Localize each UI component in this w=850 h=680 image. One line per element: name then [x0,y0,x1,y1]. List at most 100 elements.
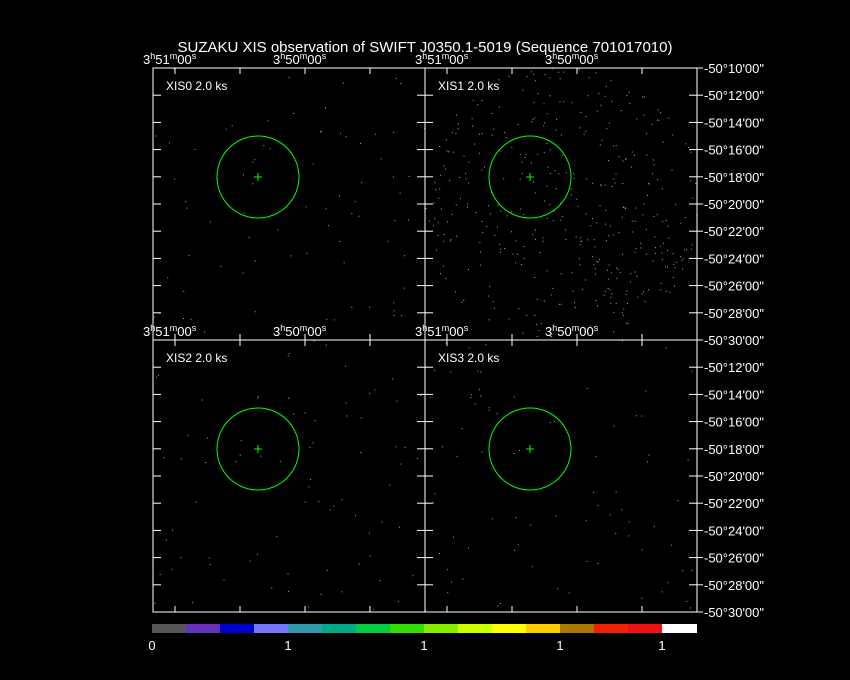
dec-label: -50°14'00" [704,115,764,130]
noise-dot [519,178,521,180]
noise-dot [604,184,606,186]
noise-dot [461,428,463,430]
noise-dot [434,369,436,371]
noise-dot [543,122,545,124]
noise-dot [570,188,572,190]
noise-dot [399,192,401,194]
noise-dot [450,581,452,583]
noise-dot [520,208,522,210]
noise-dot [346,415,348,417]
noise-dot [626,322,628,324]
ra-label: 3h51m00s [143,51,197,67]
noise-dot [643,96,645,98]
noise-dot [485,344,487,346]
noise-dot [605,86,607,88]
noise-dot [604,95,606,97]
noise-dot [668,237,670,239]
noise-dot [626,303,628,305]
noise-dot [642,291,644,293]
noise-dot [381,521,383,523]
noise-dot [445,342,447,344]
noise-dot [395,446,397,448]
noise-dot [449,240,451,242]
noise-dot [656,119,658,121]
noise-dot [466,206,468,208]
noise-dot [499,603,501,605]
noise-dot [621,312,623,314]
noise-dot [444,168,446,170]
noise-dot [468,161,470,163]
ra-label: 3h50m00s [545,323,599,339]
noise-dot [654,236,656,238]
noise-dot [481,100,483,102]
noise-dot [474,403,476,405]
noise-dot [443,240,445,242]
dec-label: -50°10'00" [704,61,764,76]
noise-dot [518,308,520,310]
noise-dot [267,120,269,122]
noise-dot [584,279,586,281]
dec-label: -50°24'00" [704,251,764,266]
noise-dot [438,197,440,199]
noise-dot [553,210,555,212]
noise-dot [632,231,634,233]
noise-dot [551,335,553,337]
noise-dot [263,145,265,147]
noise-dot [257,397,259,399]
noise-dot [204,331,206,333]
noise-dot [568,592,570,594]
noise-dot [391,378,393,380]
noise-dot [491,518,493,520]
noise-dot [474,143,476,145]
noise-dot [477,370,479,372]
noise-dot [553,420,555,422]
noise-dot [674,285,676,287]
noise-dot [522,332,524,334]
noise-dot [588,77,590,79]
noise-dot [458,123,460,125]
noise-dot [668,117,670,119]
noise-dot [455,204,457,206]
noise-dot [533,102,535,104]
noise-dot [558,71,560,73]
noise-dot [511,146,513,148]
noise-dot [673,263,675,265]
noise-dot [549,149,551,151]
noise-dot [358,563,360,565]
noise-dot [453,151,455,153]
noise-dot [599,184,601,186]
noise-dot [674,267,676,269]
noise-dot [546,270,548,272]
noise-dot [239,454,241,456]
noise-dot [304,501,306,503]
noise-dot [573,177,575,179]
noise-dot [436,249,438,251]
noise-dot [185,201,187,203]
colorbar-segment [424,624,458,633]
noise-dot [339,240,341,242]
noise-dot [393,310,395,312]
source-region [488,407,572,491]
noise-dot [532,234,534,236]
noise-dot [304,412,306,414]
noise-dot [585,116,587,118]
noise-dot [325,344,327,346]
noise-dot [519,153,521,155]
noise-dot [260,455,262,457]
noise-dot [536,323,538,325]
noise-dot [648,182,650,184]
dec-label: -50°26'00" [704,279,764,294]
noise-dot [571,272,573,274]
noise-dot [585,213,587,215]
noise-dot [511,231,513,233]
noise-dot [180,557,182,559]
noise-dot [320,593,322,595]
noise-dot [513,396,515,398]
noise-dot [660,112,662,114]
noise-dot [549,422,551,424]
noise-dot [684,217,686,219]
noise-dot [290,255,292,257]
noise-dot [306,252,308,254]
noise-dot [610,272,612,274]
source-region [488,135,572,219]
